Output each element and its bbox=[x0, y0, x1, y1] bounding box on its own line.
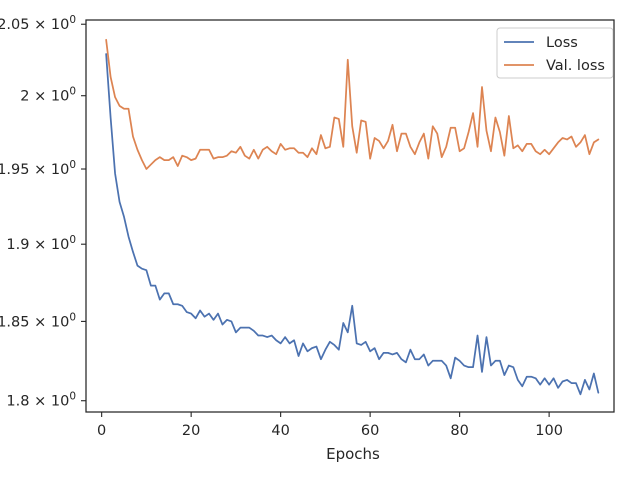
x-axis-label: Epochs bbox=[326, 445, 380, 463]
series-line-val-loss bbox=[105, 38, 600, 170]
y-tick-label: 2.05 × 100 bbox=[0, 14, 76, 33]
y-tick-label: 1.9 × 100 bbox=[6, 234, 76, 253]
y-tick-label: 1.95 × 100 bbox=[0, 159, 76, 178]
x-axis: 0 20 40 60 80 100 bbox=[97, 412, 563, 439]
legend: Loss Val. loss bbox=[496, 27, 614, 79]
x-tick-label: 0 bbox=[97, 423, 106, 439]
x-tick-label: 100 bbox=[535, 423, 563, 439]
plot-area bbox=[86, 20, 614, 412]
series-layer bbox=[105, 38, 600, 396]
y-tick-label: 2 × 100 bbox=[20, 86, 76, 105]
y-axis: 1.8 × 100 1.85 × 100 1.9 × 100 1.95 × 100 2 … bbox=[0, 14, 86, 410]
x-tick-label: 20 bbox=[182, 423, 200, 439]
y-tick-label: 1.8 × 100 bbox=[6, 391, 76, 410]
x-tick-label: 40 bbox=[271, 423, 289, 439]
x-tick-label: 80 bbox=[450, 423, 468, 439]
series-line-loss bbox=[105, 53, 600, 396]
plot-frame bbox=[85, 19, 615, 413]
legend-label-val-loss: Val. loss bbox=[546, 58, 605, 74]
legend-label-loss: Loss bbox=[546, 35, 578, 51]
y-tick-label: 1.85 × 100 bbox=[0, 311, 76, 330]
x-tick-label: 60 bbox=[361, 423, 379, 439]
